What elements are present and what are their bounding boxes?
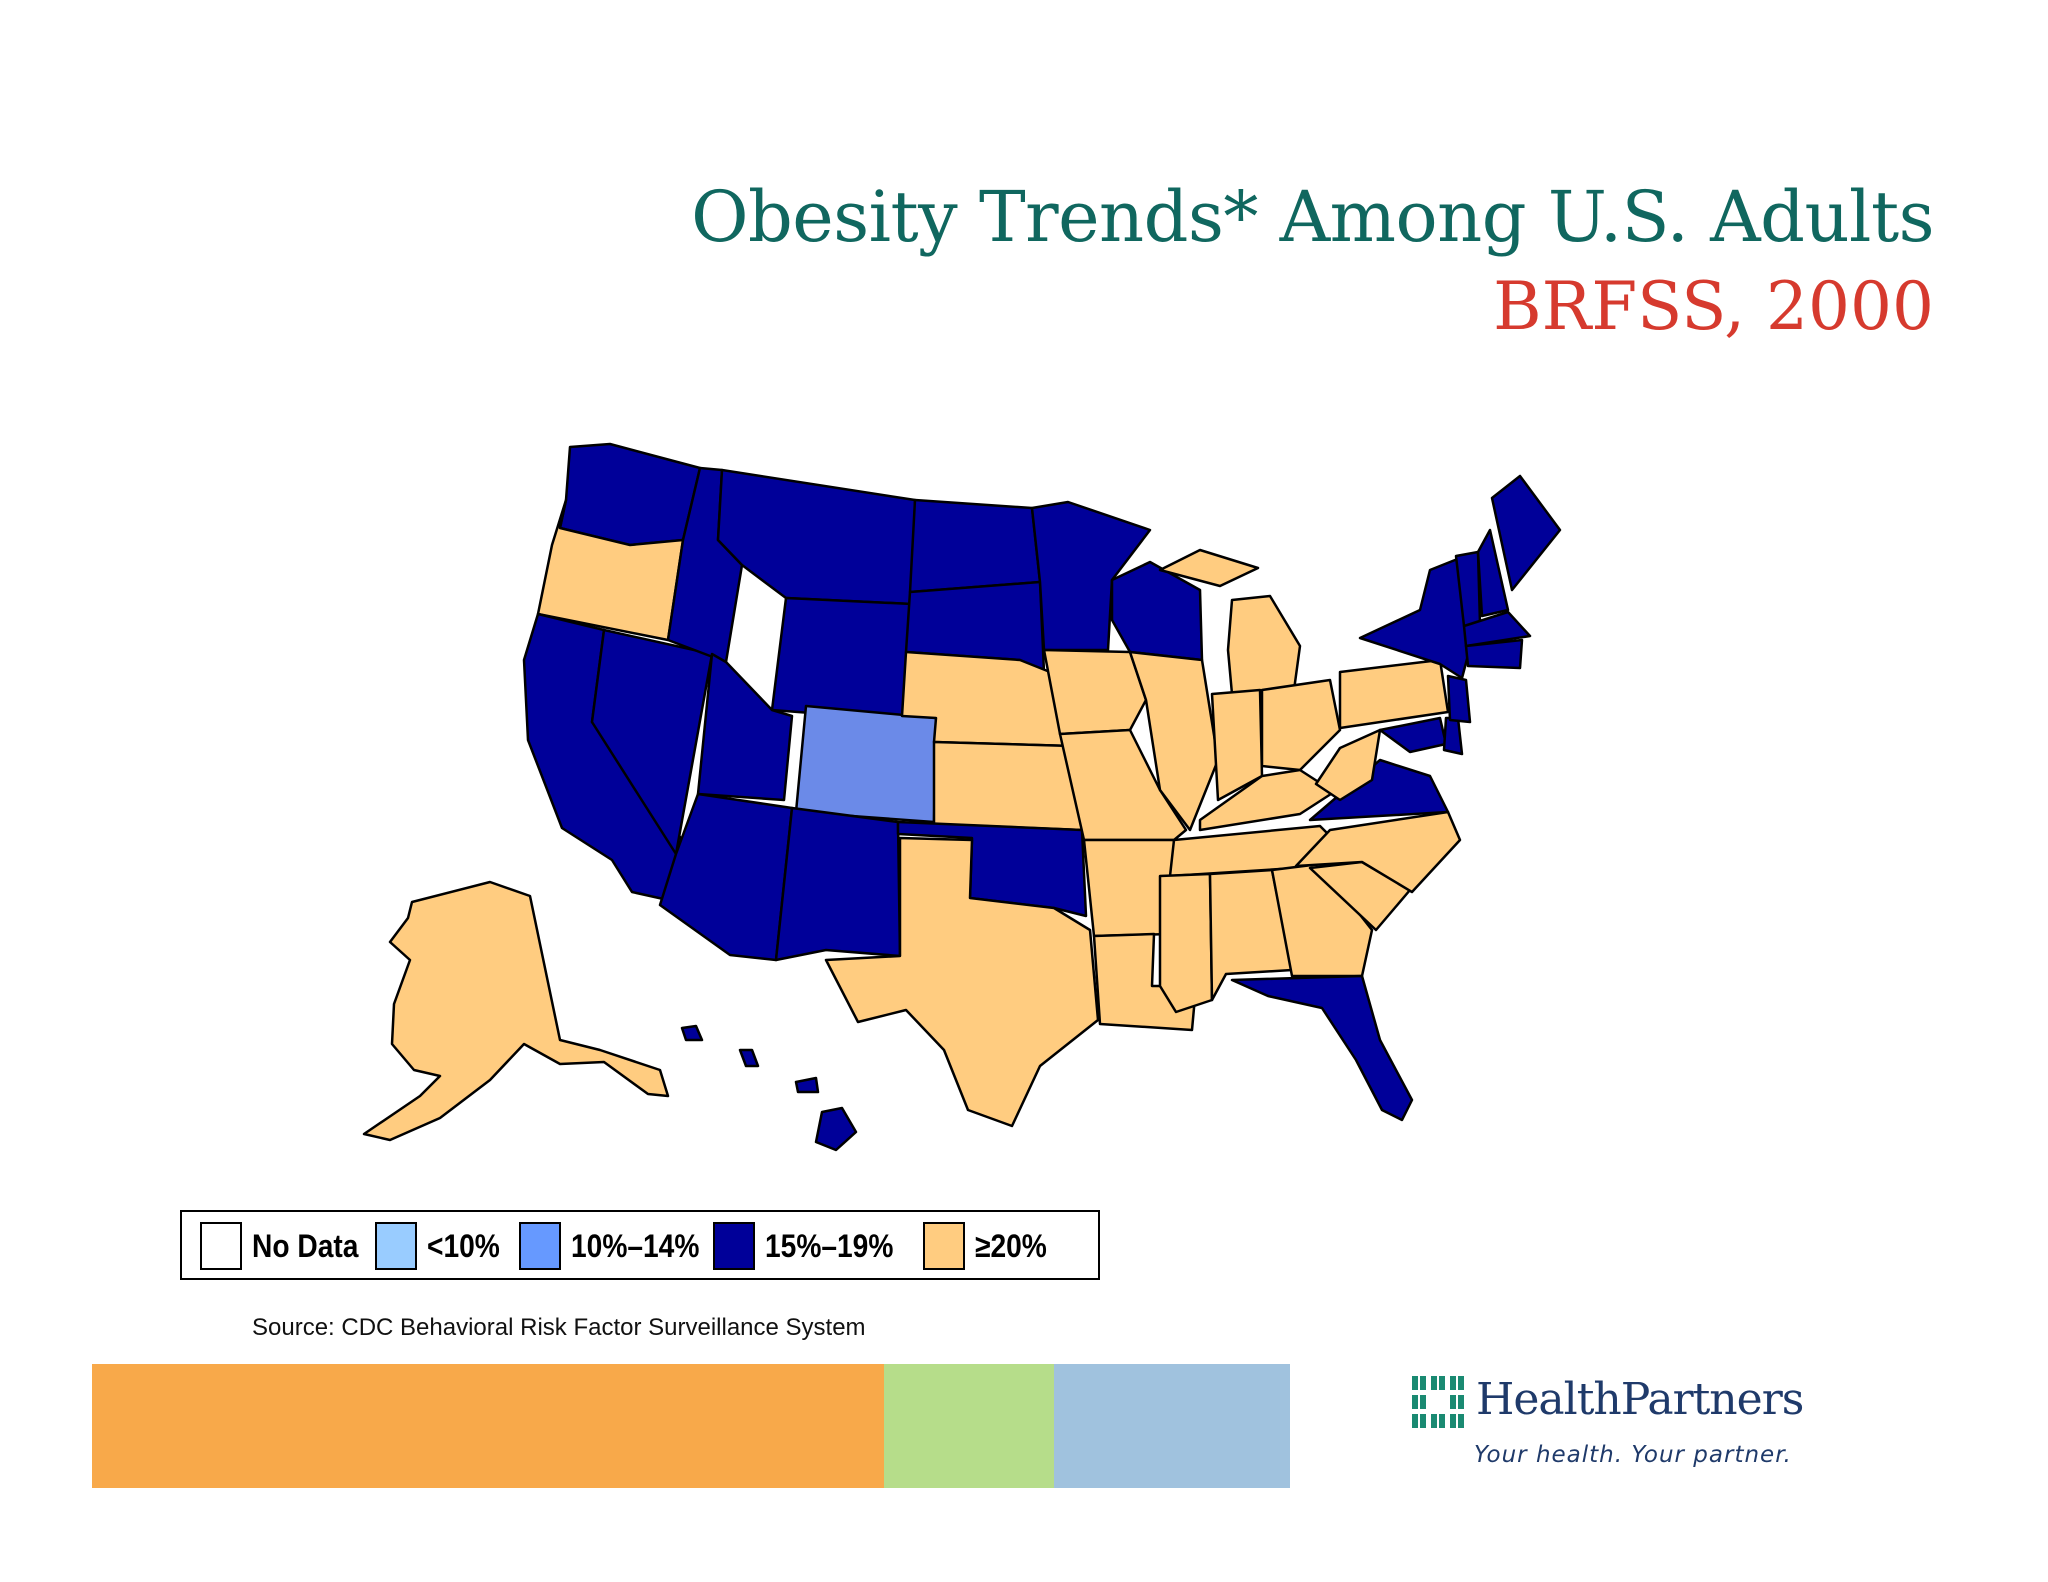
logo-name: HealthPartners (1476, 1374, 1804, 1425)
footer-bar-blue (1054, 1364, 1290, 1488)
state-kansas (932, 740, 1084, 832)
healthpartners-mark-icon (1412, 1376, 1464, 1428)
state-maryland (1378, 716, 1448, 754)
legend-swatch (713, 1222, 755, 1270)
state-north-carolina (1294, 810, 1462, 894)
legend-swatch (200, 1222, 242, 1270)
state-new-hampshire (1476, 528, 1510, 618)
source-note: Source: CDC Behavioral Risk Factor Surve… (252, 1314, 866, 1341)
state-hawaii-maui (794, 1076, 820, 1094)
state-michigan-lower (1226, 594, 1302, 696)
state-new-mexico (774, 806, 902, 962)
state-connecticut-rhode-island (1464, 638, 1524, 670)
footer-bar-orange (92, 1364, 884, 1488)
legend-label: No Data (252, 1228, 359, 1264)
slide-title: Obesity Trends* Among U.S. Adults (691, 176, 1934, 258)
slide-subtitle: BRFSS, 2000 (1493, 268, 1934, 345)
legend-swatch (519, 1222, 561, 1270)
state-hawaii-kauai (680, 1024, 704, 1042)
state-north-dakota (908, 498, 1042, 594)
state-texas (824, 836, 1100, 1128)
state-minnesota (1030, 500, 1152, 652)
state-michigan-upper (1158, 548, 1260, 588)
state-new-jersey (1446, 674, 1472, 724)
state-hawaii-big-island (814, 1106, 858, 1152)
state-washington (558, 442, 702, 547)
state-mississippi (1158, 872, 1214, 1014)
state-pennsylvania (1338, 658, 1450, 730)
legend-label: ≥20% (975, 1228, 1047, 1264)
logo-tagline: Your health. Your partner. (1474, 1442, 1792, 1468)
state-massachusetts (1462, 610, 1532, 648)
state-ohio (1260, 678, 1342, 772)
legend-swatch (923, 1222, 965, 1270)
state-delaware (1442, 716, 1464, 756)
state-new-york (1358, 556, 1474, 680)
legend-swatch (375, 1222, 417, 1270)
state-alaska (362, 880, 670, 1142)
state-alabama (1208, 868, 1294, 1002)
legend-label: <10% (427, 1228, 500, 1264)
state-illinois (1128, 650, 1220, 832)
state-hawaii-oahu (738, 1048, 760, 1068)
state-montana (716, 468, 917, 606)
legend-label: 15%–19% (765, 1228, 894, 1264)
legend-label: 10%–14% (571, 1228, 700, 1264)
state-maine (1490, 474, 1562, 592)
state-iowa (1042, 648, 1148, 736)
map-legend: No Data <10% 10%–14% 15%–19% ≥20% (180, 1210, 1100, 1280)
footer-bar-green (884, 1364, 1054, 1488)
state-colorado (794, 704, 938, 824)
healthpartners-logo: HealthPartners Your health. Your partner… (1412, 1370, 1812, 1486)
state-wyoming (770, 596, 914, 722)
state-florida (1230, 974, 1414, 1122)
state-west-virginia (1314, 728, 1382, 802)
